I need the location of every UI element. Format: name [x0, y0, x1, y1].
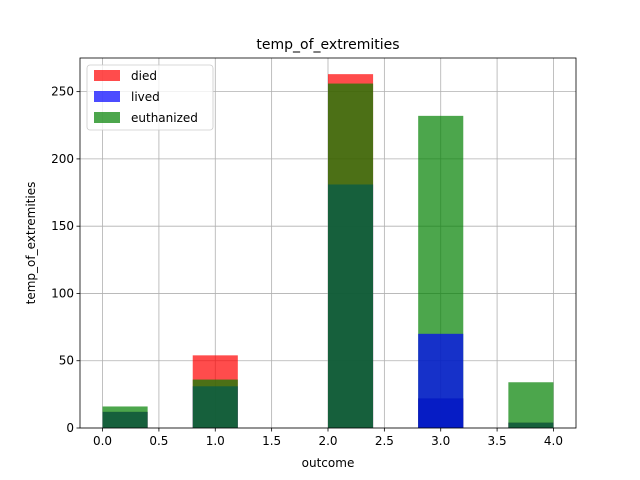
y-axis-ticks: 0 50 100 150 200 250	[51, 85, 80, 435]
y-axis-label: temp_of_extremities	[24, 182, 38, 305]
x-axis-label: outcome	[302, 456, 355, 470]
x-axis-ticks: 0.0 0.5 1.0 1.5 2.0 2.5 3.0 3.5 4.0	[93, 428, 563, 448]
x-tick-label-1: 0.5	[149, 434, 168, 448]
legend-label-died: died	[131, 69, 157, 83]
y-tick-label-3: 150	[51, 219, 74, 233]
y-tick-label-5: 250	[51, 85, 74, 99]
legend-swatch-lived	[94, 91, 120, 102]
x-tick-label-8: 4.0	[544, 434, 563, 448]
bar-euthanized-9	[508, 382, 554, 428]
bars-group	[102, 74, 554, 429]
legend-label-euthanized: euthanized	[131, 111, 198, 125]
legend-label-lived: lived	[131, 90, 160, 104]
bar-euthanized-0	[102, 406, 148, 428]
bar-lived-extra-7	[418, 333, 464, 428]
y-tick-label-1: 50	[59, 354, 74, 368]
x-tick-label-3: 1.5	[262, 434, 281, 448]
bar-euthanized-5	[328, 83, 374, 429]
x-tick-label-0: 0.0	[93, 434, 112, 448]
x-tick-label-2: 1.0	[206, 434, 225, 448]
x-tick-label-6: 3.0	[431, 434, 450, 448]
legend: died lived euthanized	[86, 64, 214, 131]
y-tick-label-4: 200	[51, 152, 74, 166]
legend-swatch-euthanized	[94, 112, 120, 123]
y-tick-label-2: 100	[51, 286, 74, 300]
x-tick-label-4: 2.0	[318, 434, 337, 448]
bar-euthanized-2	[192, 379, 238, 428]
legend-swatch-died	[94, 70, 120, 81]
x-tick-label-7: 3.5	[488, 434, 507, 448]
y-tick-label-0: 0	[66, 421, 74, 435]
x-tick-label-5: 2.5	[375, 434, 394, 448]
chart-title: temp_of_extremities	[256, 37, 399, 53]
